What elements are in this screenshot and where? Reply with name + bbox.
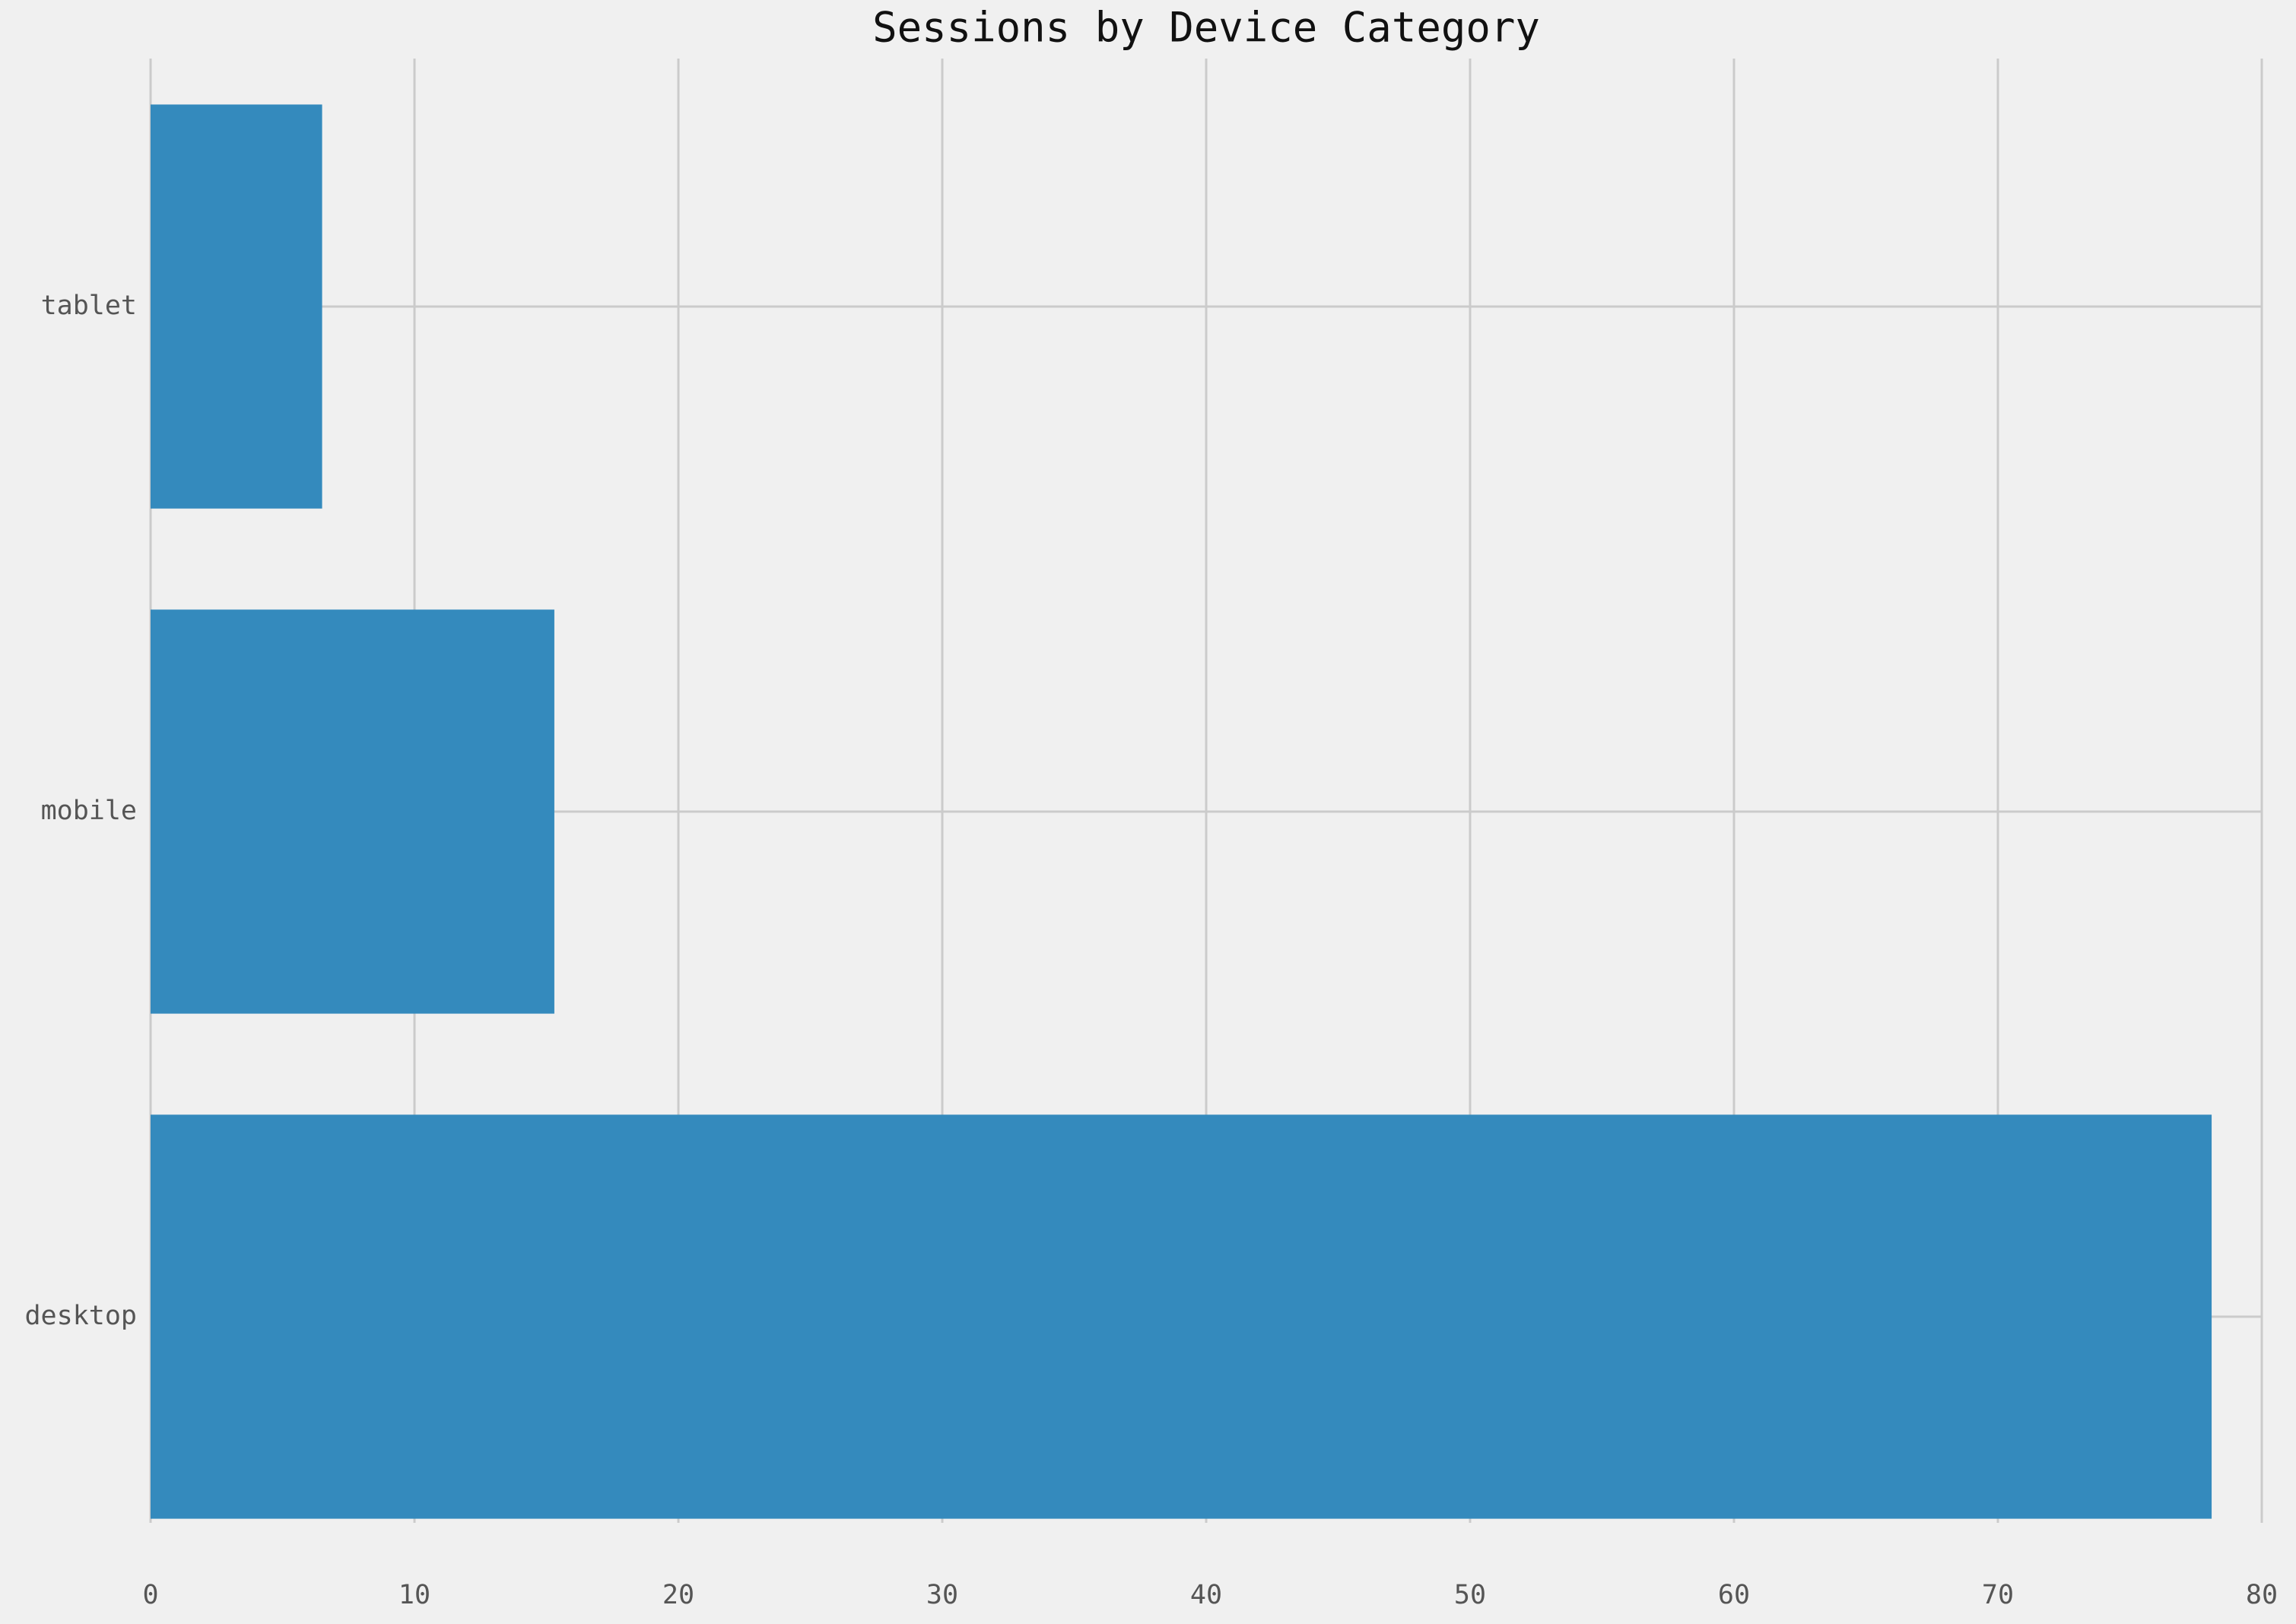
x-tick-label: 30 — [926, 1580, 958, 1610]
x-tick-label: 50 — [1454, 1580, 1486, 1610]
x-tick-label: 20 — [662, 1580, 694, 1610]
bar — [151, 609, 554, 1014]
x-tick-label: 70 — [1982, 1580, 2014, 1610]
chart-title: Sessions by Device Category — [872, 4, 1540, 52]
x-tick-label: 10 — [399, 1580, 430, 1610]
bar — [151, 104, 322, 509]
x-tick-label: 40 — [1190, 1580, 1222, 1610]
labels: 0 10 20 30 40 50 60 70 80 desktop mobile tablet — [24, 291, 2278, 1610]
y-tick-label: desktop — [24, 1301, 137, 1331]
x-tick-label: 80 — [2246, 1580, 2278, 1610]
y-tick-label: mobile — [41, 796, 137, 826]
bars — [151, 104, 2212, 1519]
x-tick-label: 0 — [142, 1580, 158, 1610]
bar — [151, 1114, 2212, 1519]
x-tick-label: 60 — [1718, 1580, 1750, 1610]
y-tick-label: tablet — [41, 291, 137, 321]
